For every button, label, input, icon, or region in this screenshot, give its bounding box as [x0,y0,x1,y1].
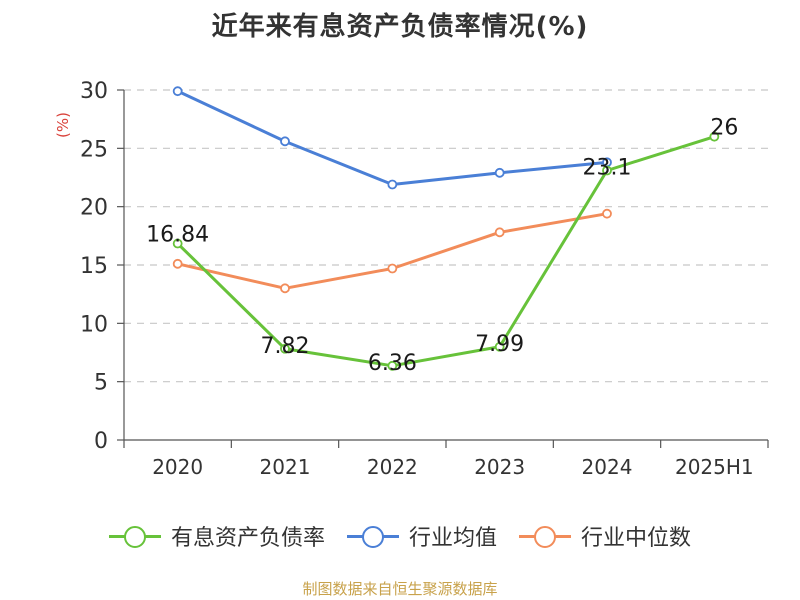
legend-label: 行业均值 [408,526,497,551]
series-line [177,89,608,186]
source-note: 制图数据来自恒生聚源数据库 [302,580,498,598]
data-point [602,165,612,176]
data-point [387,263,398,274]
y-tick-label: 20 [80,196,108,221]
data-point [280,136,290,147]
data-point [602,208,612,219]
data-point [709,131,720,142]
legend-marker-icon [519,522,571,550]
legend-marker-icon [346,522,399,550]
y-tick-label: 5 [94,371,108,396]
y-tick-label: 15 [80,254,108,279]
series-layer [172,86,720,371]
data-point [494,341,505,352]
data-label: 16.84 [146,223,209,248]
legend-label: 行业中位数 [581,526,692,551]
x-tick-label: 2022 [367,455,418,479]
y-tick-label: 10 [80,312,108,337]
x-tick-label: 2024 [582,455,633,479]
legend-label: 有息资产负债率 [170,526,325,551]
data-point [494,227,505,238]
data-label: 7.82 [261,334,310,359]
x-tick-label: 2023 [474,455,525,479]
data-label: 23.1 [583,156,632,181]
data-label: 6.36 [368,351,417,376]
chart-title: 近年来有息资产负债率情况(%) [211,12,589,42]
y-tick-label: 0 [94,429,108,454]
data-point [172,86,183,97]
data-label: 26 [710,116,738,141]
series-line [176,135,715,368]
y-tick-label: 25 [80,137,108,162]
legend: 有息资产负债率 行业均值 行业中位数 [0,520,800,552]
y-axis-label: (%) [54,112,72,138]
label-layer: 16.84 7.82 6.36 7.99 23.1 26 [146,116,738,376]
data-point [387,179,398,190]
legend-item-industry-median[interactable]: 行业中位数 [519,520,691,552]
data-point [387,360,398,371]
grid-layer [124,89,768,383]
x-tick-label: 2025H1 [675,455,754,479]
x-tick-label: 2021 [260,455,311,479]
legend-item-industry-average[interactable]: 行业均值 [346,520,497,552]
data-point [280,343,290,354]
data-label: 7.99 [475,332,524,357]
data-point [172,258,183,269]
legend-item-debt-ratio[interactable]: 有息资产负债率 [108,520,325,552]
data-point [280,283,290,294]
data-point [494,167,505,178]
y-tick-label: 30 [80,79,108,104]
legend-marker-icon [108,522,161,550]
data-point [172,238,183,249]
x-tick-label: 2020 [152,455,203,479]
axis-layer: 0 5 10 15 20 25 30 2020 2021 2022 2023 2024 2025H1 [80,79,769,479]
